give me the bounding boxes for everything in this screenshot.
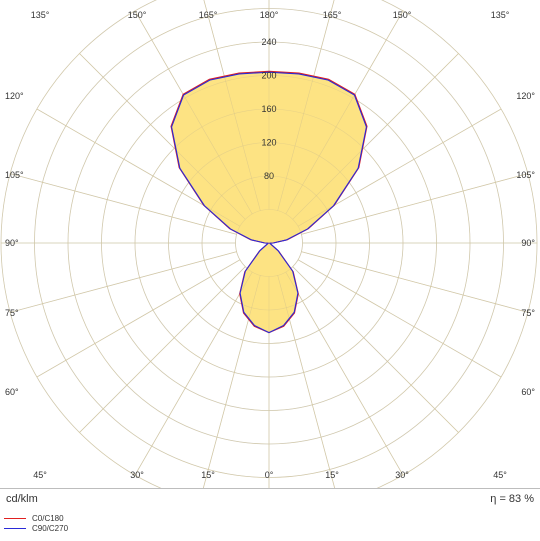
angle-label-bottom: 30° <box>395 470 409 480</box>
angle-label-top-left: 165° <box>199 10 218 20</box>
fill-grid-spoke <box>203 275 261 488</box>
angle-label-bottom: 45° <box>33 470 47 480</box>
fill-grid-ring <box>67 41 471 445</box>
fill-grid-spoke <box>285 10 404 215</box>
legend-item-c90-c270: C90/C270 <box>4 523 68 533</box>
fill-grid-spoke <box>292 53 459 220</box>
fill-grid-ring <box>101 75 437 411</box>
curve-c90-c270 <box>170 71 368 334</box>
efficiency-label: η = 83 % <box>490 493 534 505</box>
angle-label-top-right: 165° <box>323 10 342 20</box>
legend-item-c0-c180: C0/C180 <box>4 513 68 523</box>
fill-grid-ring <box>201 175 337 311</box>
angle-label-bottom: 15° <box>201 470 215 480</box>
distribution-fill <box>0 0 538 488</box>
radial-tick-label: 80 <box>264 171 274 181</box>
legend-label-c90-c270: C90/C270 <box>32 523 69 533</box>
axis-labels: 80 120 160 200 240 135° 150° 165° 180° 165° 150° 13… <box>5 10 535 480</box>
radial-tick-label: 120 <box>261 138 276 148</box>
fill-grid-ring <box>235 209 303 277</box>
fill-grid-spoke <box>285 271 404 476</box>
radial-tick-label: 200 <box>261 71 276 81</box>
fill-grid-ring <box>0 0 538 488</box>
angle-label-right: 75° <box>521 308 535 318</box>
fill-grid-spoke <box>297 259 502 378</box>
angle-label-top-right: 150° <box>393 10 412 20</box>
fill-grid-ring <box>168 142 370 344</box>
angle-label-bottom: 30° <box>130 470 144 480</box>
fill-grid-ring <box>34 8 504 478</box>
angle-label-right: 60° <box>521 387 535 397</box>
polar-luminous-intensity-chart: 80 120 160 200 240 135° 150° 165° 180° 165° 150° 13… <box>0 0 538 488</box>
radial-tick-label: 240 <box>261 37 276 47</box>
angle-label-left: 105° <box>5 170 24 180</box>
fill-grid-spoke <box>301 173 528 235</box>
fill-grid-spoke <box>79 266 246 433</box>
angle-label-left: 60° <box>5 387 19 397</box>
fill-grid-spoke <box>277 0 335 211</box>
fill-grid-ring <box>134 108 404 378</box>
fill-grid-spoke <box>301 251 528 313</box>
angle-label-top-center: 180° <box>260 10 279 20</box>
angle-label-top-right: 135° <box>491 10 510 20</box>
fill-grid-spoke <box>292 266 459 433</box>
unit-label: cd/klm <box>6 493 38 505</box>
angle-label-right: 120° <box>516 91 535 101</box>
fill-grid-spoke <box>79 53 246 220</box>
angle-label-right: 105° <box>516 170 535 180</box>
angle-label-top-left: 135° <box>31 10 50 20</box>
angle-label-bottom: 45° <box>493 470 507 480</box>
angle-label-left: 120° <box>5 91 24 101</box>
angle-label-left: 75° <box>5 308 19 318</box>
fill-grid-spoke <box>36 259 241 378</box>
angle-label-bottom: 0° <box>265 470 274 480</box>
fill-grid-spoke <box>10 251 237 313</box>
legend-swatch-c90-c270 <box>4 527 26 529</box>
angle-label-right: 90° <box>521 238 535 248</box>
radial-tick-label: 160 <box>261 104 276 114</box>
legend-swatch-c0-c180 <box>4 517 26 519</box>
fill-grid-spoke <box>203 0 261 211</box>
angle-label-bottom: 15° <box>325 470 339 480</box>
chart-legend: C0/C180 C90/C270 <box>4 513 68 533</box>
fill-grid-spoke <box>134 271 253 476</box>
legend-label-c0-c180: C0/C180 <box>32 513 64 523</box>
fill-grid-spoke <box>134 10 253 215</box>
angle-label-left: 90° <box>5 238 19 248</box>
chart-footer: cd/klm η = 83 % C0/C180 C90/C270 <box>0 488 540 541</box>
distribution-curves <box>170 70 368 334</box>
fill-grid-spoke <box>10 173 237 235</box>
angle-label-top-left: 150° <box>128 10 147 20</box>
fill-grid-spoke <box>277 275 335 488</box>
